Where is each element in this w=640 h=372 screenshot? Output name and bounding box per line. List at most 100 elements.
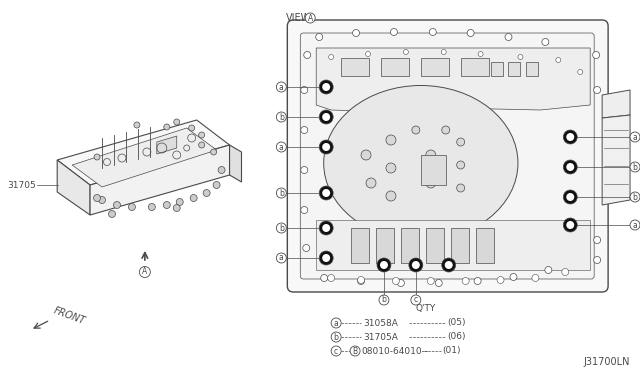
- Ellipse shape: [324, 86, 518, 241]
- FancyBboxPatch shape: [287, 20, 608, 292]
- Circle shape: [361, 150, 371, 160]
- Circle shape: [319, 80, 333, 94]
- Text: A: A: [308, 13, 313, 22]
- Circle shape: [545, 266, 552, 273]
- Circle shape: [497, 276, 504, 283]
- Circle shape: [319, 221, 333, 235]
- Circle shape: [163, 202, 170, 208]
- Circle shape: [445, 261, 452, 269]
- Polygon shape: [316, 220, 590, 270]
- Bar: [491, 62, 502, 76]
- Circle shape: [129, 203, 136, 211]
- Circle shape: [563, 190, 577, 204]
- Circle shape: [305, 13, 316, 23]
- Circle shape: [377, 258, 391, 272]
- Circle shape: [331, 332, 341, 342]
- Circle shape: [94, 154, 100, 160]
- Circle shape: [426, 150, 436, 160]
- FancyBboxPatch shape: [300, 33, 594, 279]
- Circle shape: [457, 184, 465, 192]
- Circle shape: [578, 70, 582, 74]
- Circle shape: [562, 269, 569, 276]
- Circle shape: [386, 163, 396, 173]
- Circle shape: [198, 142, 205, 148]
- Circle shape: [428, 278, 435, 285]
- Polygon shape: [602, 115, 630, 205]
- Circle shape: [386, 135, 396, 145]
- Text: Q'TY: Q'TY: [416, 304, 436, 312]
- Circle shape: [474, 278, 481, 285]
- Circle shape: [322, 224, 330, 232]
- Circle shape: [594, 87, 601, 93]
- Circle shape: [630, 220, 640, 230]
- Bar: [376, 228, 394, 263]
- Circle shape: [594, 237, 601, 244]
- Circle shape: [203, 189, 210, 196]
- Text: (01): (01): [443, 346, 461, 356]
- Text: 31705A: 31705A: [363, 333, 398, 341]
- Circle shape: [173, 119, 180, 125]
- Circle shape: [303, 244, 310, 251]
- Circle shape: [429, 29, 436, 35]
- Circle shape: [411, 295, 421, 305]
- Circle shape: [140, 266, 150, 278]
- Polygon shape: [57, 120, 230, 185]
- Circle shape: [566, 163, 574, 171]
- Circle shape: [319, 110, 333, 124]
- Polygon shape: [57, 160, 90, 215]
- Text: b: b: [381, 295, 387, 305]
- Polygon shape: [316, 48, 590, 112]
- Bar: [381, 58, 409, 76]
- Text: 08010-64010--: 08010-64010--: [361, 346, 428, 356]
- Circle shape: [566, 221, 574, 229]
- Circle shape: [304, 51, 311, 58]
- Circle shape: [392, 278, 399, 285]
- Polygon shape: [72, 128, 216, 187]
- Circle shape: [331, 318, 341, 328]
- Text: b: b: [279, 112, 284, 122]
- Text: b: b: [632, 163, 637, 171]
- Circle shape: [276, 112, 286, 122]
- Text: a: a: [279, 83, 284, 92]
- Text: b: b: [279, 189, 284, 198]
- Circle shape: [358, 276, 365, 283]
- Circle shape: [442, 258, 456, 272]
- Circle shape: [566, 133, 574, 141]
- Circle shape: [457, 138, 465, 146]
- Circle shape: [505, 33, 512, 41]
- Circle shape: [563, 160, 577, 174]
- Circle shape: [134, 122, 140, 128]
- Circle shape: [542, 38, 549, 45]
- Circle shape: [189, 125, 195, 131]
- Bar: [451, 228, 468, 263]
- Circle shape: [276, 253, 286, 263]
- Circle shape: [211, 149, 216, 155]
- Circle shape: [218, 167, 225, 173]
- Circle shape: [366, 178, 376, 188]
- Circle shape: [435, 279, 442, 286]
- Text: (06): (06): [448, 333, 466, 341]
- Circle shape: [319, 251, 333, 265]
- Circle shape: [563, 130, 577, 144]
- Circle shape: [301, 126, 308, 134]
- Circle shape: [301, 206, 308, 214]
- Circle shape: [321, 275, 328, 282]
- Circle shape: [213, 182, 220, 189]
- Circle shape: [457, 161, 465, 169]
- Bar: [426, 228, 444, 263]
- Circle shape: [441, 49, 446, 55]
- Circle shape: [563, 218, 577, 232]
- Bar: [509, 62, 520, 76]
- Circle shape: [322, 113, 330, 121]
- Text: (05): (05): [448, 318, 466, 327]
- Text: J31700LN: J31700LN: [584, 357, 630, 367]
- Text: A: A: [142, 267, 147, 276]
- Text: b: b: [333, 333, 339, 341]
- Circle shape: [319, 186, 333, 200]
- Circle shape: [331, 346, 341, 356]
- Text: a: a: [279, 142, 284, 151]
- Text: 31705: 31705: [8, 180, 36, 189]
- Circle shape: [113, 202, 120, 208]
- Text: a: a: [633, 132, 637, 141]
- Bar: [351, 228, 369, 263]
